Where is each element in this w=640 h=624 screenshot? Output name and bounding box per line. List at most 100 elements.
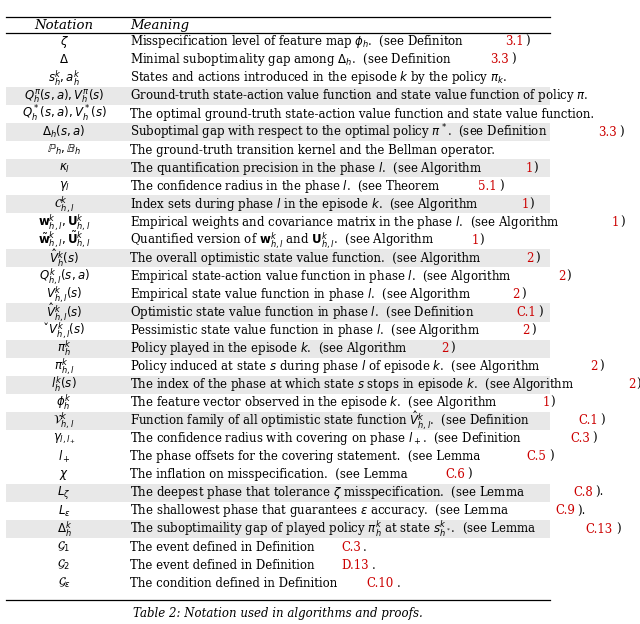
Text: Minimal suboptimality gap among $\Delta_h$.  (see Definition: Minimal suboptimality gap among $\Delta_…: [130, 51, 452, 69]
Text: $l_+$: $l_+$: [58, 449, 70, 465]
Text: $l_h^k(s)$: $l_h^k(s)$: [51, 375, 77, 394]
Text: $Q_h^*(s,a), V_h^*(s)$: $Q_h^*(s,a), V_h^*(s)$: [22, 104, 107, 124]
Text: The index of the phase at which state $s$ stops in episode $k$.  (see Algorithm: The index of the phase at which state $s…: [130, 376, 575, 393]
Text: $s_h^k, a_h^k$: $s_h^k, a_h^k$: [48, 68, 81, 87]
Bar: [6, 484, 550, 502]
Text: The phase offsets for the covering statement.  (see Lemma: The phase offsets for the covering state…: [130, 451, 484, 464]
Text: 3.3: 3.3: [490, 54, 509, 66]
Bar: [6, 87, 550, 105]
Text: $\mathbf{w}_{h,l}^k, \mathbf{U}_{h,l}^k$: $\mathbf{w}_{h,l}^k, \mathbf{U}_{h,l}^k$: [38, 212, 90, 233]
Text: $\phi_h^k$: $\phi_h^k$: [56, 393, 72, 412]
Text: 2: 2: [513, 288, 520, 301]
Bar: [6, 195, 550, 213]
Text: ): ): [538, 306, 543, 319]
Text: The deepest phase that tolerance $\zeta$ misspecification.  (see Lemma: The deepest phase that tolerance $\zeta$…: [130, 484, 525, 502]
Text: The quantification precision in the phase $l$.  (see Algorithm: The quantification precision in the phas…: [130, 160, 483, 177]
Text: ): ): [592, 432, 597, 446]
Text: C.5: C.5: [527, 451, 547, 464]
Text: 1: 1: [521, 198, 529, 211]
Text: Notation: Notation: [35, 19, 93, 32]
Text: $\kappa_l$: $\kappa_l$: [58, 162, 70, 175]
Text: 2: 2: [442, 342, 449, 355]
Text: C.10: C.10: [367, 577, 394, 590]
Text: ): ): [499, 180, 504, 193]
Text: $\gamma_{l,l_+}$: $\gamma_{l,l_+}$: [52, 432, 76, 446]
Text: Pessimistic state value function in phase $l$.  (see Algorithm: Pessimistic state value function in phas…: [130, 322, 480, 339]
Text: Optimistic state value function in phase $l$.  (see Definition: Optimistic state value function in phase…: [130, 304, 474, 321]
Text: $\Delta$: $\Delta$: [59, 54, 69, 66]
Text: Suboptimal gap with respect to the optimal policy $\pi^*$.  (see Definition: Suboptimal gap with respect to the optim…: [130, 122, 547, 142]
Text: $Q_{h,l}^k(s,a)$: $Q_{h,l}^k(s,a)$: [38, 266, 90, 287]
Bar: [6, 412, 550, 430]
Text: C.6: C.6: [445, 469, 465, 481]
Text: C.1: C.1: [516, 306, 536, 319]
Text: ): ): [637, 378, 640, 391]
Text: C.8: C.8: [573, 487, 593, 499]
Text: The optimal ground-truth state-action value function and state value function.: The optimal ground-truth state-action va…: [130, 107, 594, 120]
Text: ): ): [525, 36, 531, 48]
Text: 2: 2: [523, 324, 530, 337]
Text: .: .: [364, 540, 367, 553]
Text: ): ): [511, 54, 516, 66]
Text: .: .: [372, 558, 376, 572]
Text: 1: 1: [542, 396, 550, 409]
Text: ): ): [619, 125, 623, 139]
Text: Table 2: Notation used in algorithms and proofs.: Table 2: Notation used in algorithms and…: [133, 607, 423, 620]
Text: 5.1: 5.1: [478, 180, 497, 193]
Text: D.13: D.13: [341, 558, 369, 572]
Text: Index sets during phase $l$ in the episode $k$.  (see Algorithm: Index sets during phase $l$ in the episo…: [130, 196, 479, 213]
Text: $\mathcal{G}_2$: $\mathcal{G}_2$: [58, 558, 71, 572]
Text: ): ): [529, 198, 534, 211]
Text: C.3: C.3: [570, 432, 590, 446]
Text: The condition defined in Definition: The condition defined in Definition: [130, 577, 341, 590]
Bar: [6, 303, 550, 321]
Text: C.9: C.9: [555, 504, 575, 517]
Text: ).: ).: [595, 487, 604, 499]
Text: 3.3: 3.3: [598, 125, 617, 139]
Text: Quantified version of $\mathbf{w}_{h,l}^k$ and $\mathbf{U}_{h,l}^k$.  (see Algor: Quantified version of $\mathbf{w}_{h,l}^…: [130, 230, 435, 251]
Text: $\zeta$: $\zeta$: [60, 34, 68, 50]
Text: C.13: C.13: [586, 522, 612, 535]
Text: $\mathcal{C}_{h,l}^k$: $\mathcal{C}_{h,l}^k$: [54, 194, 74, 215]
Text: Policy induced at state $s$ during phase $l$ of episode $k$.  (see Algorithm: Policy induced at state $s$ during phase…: [130, 358, 541, 375]
Text: ): ): [535, 252, 540, 265]
Bar: [6, 339, 550, 358]
Text: $\check{V}_{h,l}^k(s)$: $\check{V}_{h,l}^k(s)$: [44, 320, 84, 341]
Text: 2: 2: [591, 360, 598, 373]
Text: The event defined in Definition: The event defined in Definition: [130, 540, 318, 553]
Text: ): ): [616, 522, 621, 535]
Text: The overall optimistic state value function.  (see Algorithm: The overall optimistic state value funct…: [130, 252, 484, 265]
Text: The confidence radius with covering on phase $l_+$.  (see Definition: The confidence radius with covering on p…: [130, 431, 522, 447]
Bar: [6, 520, 550, 538]
Text: $\Delta_h^k$: $\Delta_h^k$: [56, 519, 72, 539]
Text: 2: 2: [558, 270, 566, 283]
Text: $\hat{V}_h^k(s)$: $\hat{V}_h^k(s)$: [49, 248, 79, 269]
Text: $\Delta_h(s,a)$: $\Delta_h(s,a)$: [42, 124, 86, 140]
Text: ): ): [600, 414, 605, 427]
Text: $L_\zeta$: $L_\zeta$: [58, 484, 71, 502]
Bar: [6, 159, 550, 177]
Text: $\chi$: $\chi$: [60, 468, 69, 482]
Text: 2: 2: [527, 252, 534, 265]
Text: ): ): [450, 342, 454, 355]
Text: Empirical state-action value function in phase $l$.  (see Algorithm: Empirical state-action value function in…: [130, 268, 512, 285]
Text: $\gamma_l$: $\gamma_l$: [58, 179, 70, 193]
Text: ): ): [566, 270, 571, 283]
Text: The inflation on misspecification.  (see Lemma: The inflation on misspecification. (see …: [130, 469, 412, 481]
Text: C.3: C.3: [341, 540, 361, 553]
Text: 3.1: 3.1: [505, 36, 524, 48]
Text: $\pi_{h,l}^k$: $\pi_{h,l}^k$: [54, 356, 74, 377]
Text: ): ): [479, 234, 484, 247]
Text: ): ): [549, 451, 554, 464]
Text: ): ): [620, 216, 625, 229]
Text: $\mathcal{G}_1$: $\mathcal{G}_1$: [58, 540, 71, 554]
Text: C.1: C.1: [579, 414, 598, 427]
Bar: [6, 376, 550, 394]
Text: The shallowest phase that guarantees $\varepsilon$ accuracy.  (see Lemma: The shallowest phase that guarantees $\v…: [130, 502, 509, 519]
Text: $V_{h,l}^k(s)$: $V_{h,l}^k(s)$: [46, 284, 83, 305]
Text: $\hat{V}_{h,l}^k(s)$: $\hat{V}_{h,l}^k(s)$: [46, 301, 83, 324]
Text: ): ): [468, 469, 472, 481]
Text: The confidence radius in the phase $l$.  (see Theorem: The confidence radius in the phase $l$. …: [130, 178, 440, 195]
Text: ): ): [598, 360, 604, 373]
Text: ): ): [531, 324, 536, 337]
